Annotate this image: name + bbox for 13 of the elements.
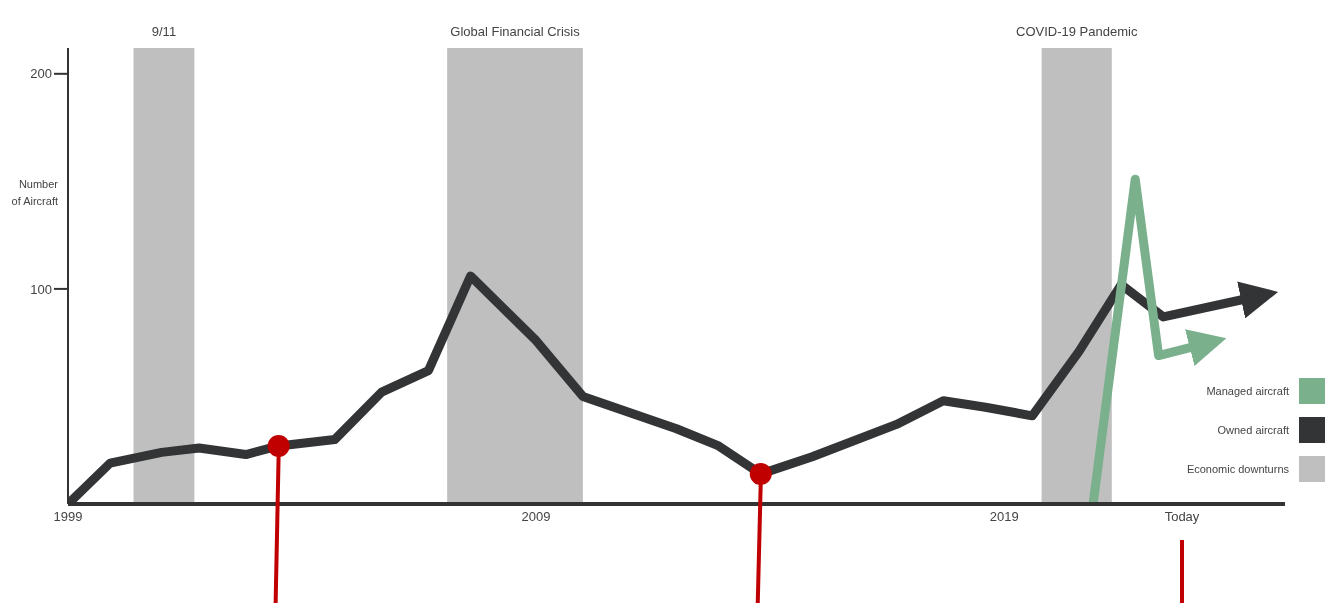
band-label: COVID-19 Pandemic [1016,24,1138,39]
y-tick-label: 100 [30,281,52,297]
y-axis-title: Number of Aircraft [10,177,58,209]
legend-label: Owned aircraft [1217,424,1289,436]
band-label: 9/11 [151,24,177,39]
x-tick-label: Today [1164,509,1200,525]
x-tick-label: 2009 [521,509,551,525]
x-tick-label: 2019 [989,509,1019,525]
legend-label: Managed aircraft [1206,385,1289,397]
x-tick-label: 1999 [53,509,83,525]
band-label: Global Financial Crisis [450,24,581,39]
annotation: Economic downturns [1186,463,1289,475]
y-tick-label: 200 [30,66,52,82]
